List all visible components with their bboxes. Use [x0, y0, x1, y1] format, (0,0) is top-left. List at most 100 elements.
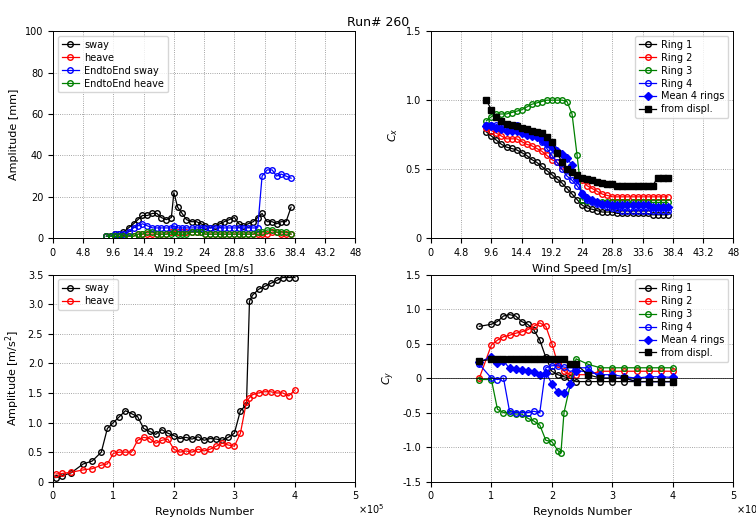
from displ.	[653, 175, 662, 181]
Text: Run# 260: Run# 260	[347, 16, 409, 28]
heave	[243, 231, 253, 237]
from displ.	[512, 123, 521, 130]
heave	[152, 231, 162, 237]
Line: Mean 4 rings: Mean 4 rings	[484, 124, 671, 209]
Ring 1	[658, 212, 668, 218]
Ring 2	[658, 194, 668, 200]
sway	[230, 214, 239, 221]
sway	[225, 217, 234, 223]
Ring 1	[644, 379, 653, 385]
heave	[124, 233, 133, 239]
heave	[225, 231, 234, 237]
from displ.	[598, 180, 607, 186]
Ring 1	[507, 146, 516, 152]
EndtoEnd sway	[110, 231, 119, 237]
Ring 4	[658, 208, 668, 214]
sway	[197, 221, 206, 227]
from displ.	[535, 356, 544, 363]
Mean 4 rings	[493, 360, 502, 366]
Ring 1	[532, 159, 541, 165]
EndtoEnd heave	[138, 231, 147, 237]
Ring 1	[547, 368, 556, 375]
Ring 2	[538, 148, 547, 154]
EndtoEnd heave	[197, 229, 206, 235]
Mean 4 rings	[644, 373, 653, 380]
Ring 4	[511, 410, 520, 416]
Mean 4 rings	[505, 365, 514, 371]
Mean 4 rings	[613, 202, 622, 208]
EndtoEnd heave	[277, 229, 286, 235]
Ring 1	[475, 323, 484, 329]
from displ.	[587, 177, 596, 183]
EndtoEnd heave	[102, 233, 111, 239]
heave	[249, 231, 258, 237]
Mean 4 rings	[628, 202, 637, 208]
Ring 4	[541, 365, 550, 371]
EndtoEnd sway	[262, 167, 271, 173]
sway	[121, 408, 130, 414]
sway	[102, 233, 111, 239]
Mean 4 rings	[568, 162, 577, 168]
Ring 3	[584, 361, 593, 367]
Mean 4 rings	[593, 199, 602, 206]
Ring 2	[541, 323, 550, 329]
Y-axis label: Amplitude [m/s$^2$]: Amplitude [m/s$^2$]	[4, 330, 22, 426]
Ring 4	[493, 377, 502, 383]
Ring 2	[608, 368, 617, 375]
Ring 1	[557, 180, 566, 186]
Ring 2	[628, 194, 637, 200]
Ring 4	[487, 122, 496, 128]
Ring 3	[512, 108, 521, 114]
from displ.	[507, 122, 516, 128]
Mean 4 rings	[598, 200, 607, 207]
heave	[287, 231, 296, 237]
Mean 4 rings	[663, 204, 672, 210]
heave	[181, 448, 191, 454]
Mean 4 rings	[643, 202, 652, 208]
Ring 1	[598, 209, 607, 215]
Ring 4	[598, 202, 607, 208]
Mean 4 rings	[583, 195, 592, 202]
Ring 4	[628, 208, 637, 214]
Ring 4	[557, 166, 566, 172]
sway	[239, 223, 248, 229]
heave	[236, 430, 245, 436]
EndtoEnd heave	[262, 227, 271, 233]
sway	[249, 219, 258, 225]
EndtoEnd sway	[287, 175, 296, 181]
Ring 2	[553, 361, 562, 367]
sway	[156, 214, 166, 221]
from displ.	[499, 356, 508, 363]
sway	[277, 219, 286, 225]
Ring 1	[499, 313, 508, 319]
Mean 4 rings	[512, 127, 521, 134]
Ring 4	[517, 125, 526, 131]
Ring 3	[538, 98, 547, 105]
heave	[138, 231, 147, 237]
heave	[206, 446, 215, 452]
Ring 3	[572, 356, 581, 362]
Mean 4 rings	[482, 123, 491, 130]
sway	[268, 219, 277, 225]
Ring 3	[572, 152, 581, 159]
EndtoEnd sway	[107, 233, 116, 239]
EndtoEnd heave	[187, 229, 196, 235]
Ring 4	[644, 379, 653, 385]
from displ.	[663, 175, 672, 181]
EndtoEnd heave	[169, 229, 178, 235]
from displ.	[492, 113, 501, 120]
EndtoEnd heave	[162, 231, 171, 237]
heave	[175, 449, 184, 455]
EndtoEnd heave	[143, 229, 152, 235]
Ring 3	[527, 101, 536, 107]
Ring 2	[632, 368, 641, 375]
from displ.	[593, 179, 602, 185]
EndtoEnd heave	[220, 231, 229, 237]
Ring 2	[668, 368, 677, 375]
sway	[187, 436, 197, 442]
X-axis label: Wind Speed [m/s]: Wind Speed [m/s]	[154, 264, 254, 274]
EndtoEnd sway	[249, 225, 258, 231]
Mean 4 rings	[529, 369, 538, 375]
Ring 3	[547, 439, 556, 445]
Ring 4	[517, 410, 526, 416]
